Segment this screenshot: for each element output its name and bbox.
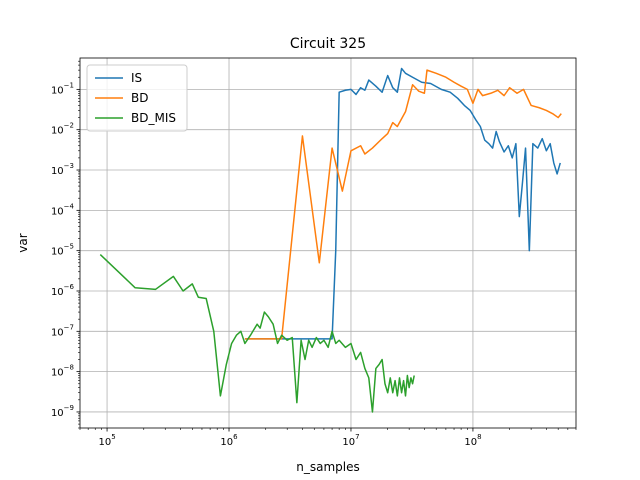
- y-axis-label: var: [16, 233, 30, 252]
- legend: IS BD BD_MIS: [86, 64, 188, 132]
- chart-title: Circuit 325: [290, 36, 366, 52]
- series-line-is: [244, 67, 561, 340]
- y-tick-label: 10−4: [51, 202, 75, 217]
- series-layer: [99, 67, 562, 413]
- y-tick-label: 10−3: [51, 162, 74, 177]
- legend-label-bd-mis: BD_MIS: [131, 111, 176, 125]
- series-line-bd-mis: [99, 254, 415, 413]
- x-tick-label: 107: [342, 433, 359, 448]
- x-tick-label: 108: [464, 433, 481, 448]
- legend-box: [86, 64, 188, 132]
- legend-label-bd: BD: [131, 91, 148, 105]
- x-tick-label: 105: [98, 433, 115, 448]
- ticks: 105 106 107 108 10−9 10−8 10−7 10−6 10−5 10−4 10−3…: [51, 60, 577, 448]
- legend-label-is: IS: [131, 71, 142, 85]
- y-tick-label: 10−8: [51, 364, 74, 379]
- y-tick-label: 10−5: [51, 243, 74, 258]
- x-tick-label: 106: [220, 433, 238, 448]
- y-tick-label: 10−1: [51, 81, 74, 96]
- y-tick-label: 10−7: [51, 323, 74, 338]
- y-tick-label: 10−9: [51, 404, 74, 419]
- x-axis-label: n_samples: [296, 460, 360, 474]
- axes-frame: [79, 57, 577, 429]
- y-tick-label: 10−2: [51, 122, 74, 137]
- series-line-bd: [244, 69, 562, 340]
- y-tick-label: 10−6: [51, 283, 75, 298]
